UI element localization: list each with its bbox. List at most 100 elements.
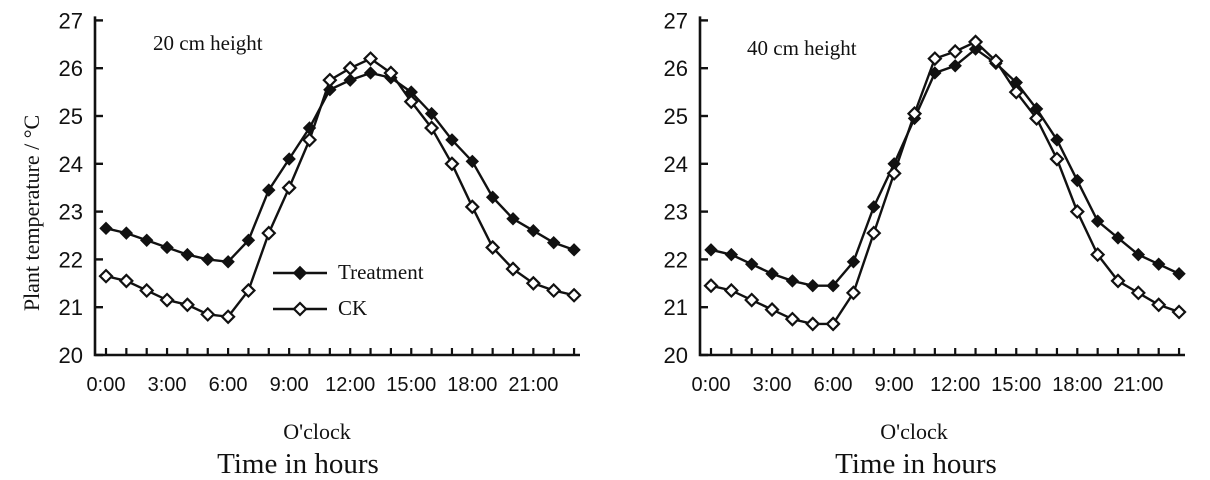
- data-point-marker: [221, 255, 235, 269]
- x-tick-label: 18:00: [1052, 374, 1102, 396]
- axes: 20 21 22 23 24 25 26 27 0:00 3:00 6:00 9:00 12:00 15:…: [664, 8, 1185, 396]
- x-tick-label: 21:00: [508, 374, 558, 396]
- data-point-marker: [241, 233, 256, 247]
- data-point-marker: [403, 94, 419, 110]
- data-point-marker: [886, 165, 902, 181]
- data-point-marker: [301, 132, 318, 148]
- x-tick-label: 12:00: [930, 374, 980, 396]
- data-point-marker: [1130, 285, 1146, 301]
- data-point-marker: [566, 287, 582, 303]
- data-point-marker: [764, 302, 780, 318]
- y-tick-label: 23: [59, 200, 83, 225]
- x-tick-label: 3:00: [148, 374, 187, 396]
- x-tick-label: 9:00: [270, 374, 309, 396]
- data-point-marker: [485, 239, 501, 256]
- data-point-marker: [948, 59, 962, 73]
- data-point-marker: [785, 274, 800, 288]
- data-point-marker: [806, 278, 820, 293]
- x-tick-label: 18:00: [447, 374, 497, 396]
- x-axis-sublabel-right: O'clock: [880, 419, 948, 444]
- data-point-marker: [506, 212, 520, 226]
- data-point-marker: [1131, 247, 1146, 262]
- legend-label-treatment: Treatment: [338, 260, 424, 284]
- data-point-marker: [967, 34, 984, 50]
- data-point-marker: [424, 106, 439, 121]
- data-point-marker: [1029, 110, 1045, 126]
- data-point-marker: [825, 316, 841, 332]
- data-point-marker: [201, 252, 215, 267]
- data-point-marker: [180, 247, 195, 262]
- data-point-marker: [464, 199, 480, 215]
- data-point-marker: [465, 154, 480, 169]
- data-point-marker: [846, 255, 861, 269]
- y-tick-label: 24: [664, 152, 688, 177]
- data-point-marker: [784, 311, 800, 327]
- line-chart-40cm: 20 21 22 23 24 25 26 27 0:00 3:00 6:00 9:00 12:00 15:…: [664, 8, 1187, 396]
- data-point-marker: [1151, 257, 1166, 271]
- y-tick-label: 21: [664, 295, 688, 320]
- data-point-marker: [526, 224, 541, 238]
- data-point-marker: [424, 120, 440, 136]
- x-tick-label: 6:00: [814, 374, 853, 396]
- x-axis-title-left: Time in hours: [217, 448, 379, 480]
- data-point-marker: [159, 292, 175, 308]
- data-point-marker: [1069, 204, 1085, 220]
- y-tick-label: 26: [664, 56, 688, 81]
- series-treatment: [704, 42, 1186, 293]
- series-line: [710, 40, 1180, 326]
- data-point-marker: [383, 65, 399, 81]
- chart-annotation-40cm: 40 cm height: [747, 36, 857, 60]
- data-point-marker: [927, 51, 943, 67]
- data-point-marker: [179, 297, 195, 313]
- y-tick-label: 24: [59, 152, 83, 177]
- data-point-marker: [805, 316, 821, 332]
- data-point-marker: [200, 306, 216, 322]
- data-point-marker: [139, 282, 155, 299]
- data-point-marker: [220, 309, 236, 325]
- y-tick-label: 23: [664, 200, 688, 225]
- data-point-marker: [867, 200, 881, 214]
- data-point-marker: [262, 183, 276, 197]
- data-point-marker: [906, 106, 923, 122]
- data-point-marker: [1070, 173, 1085, 188]
- legend-item-ck: CK: [272, 298, 424, 319]
- data-point-marker: [567, 243, 581, 257]
- data-point-marker: [1050, 133, 1064, 147]
- data-point-marker: [845, 285, 862, 301]
- data-point-marker: [546, 282, 562, 299]
- y-tick-label: 27: [664, 8, 688, 33]
- series-treatment: [99, 66, 581, 269]
- y-tick-label: 25: [59, 104, 83, 129]
- data-point-marker: [1049, 151, 1065, 167]
- data-point-marker: [139, 233, 154, 247]
- data-point-marker: [723, 282, 739, 299]
- filled-diamond-line-icon: [273, 265, 327, 280]
- y-tick-label: 25: [664, 104, 688, 129]
- data-point-marker: [505, 261, 521, 277]
- data-point-marker: [765, 267, 779, 281]
- data-point-marker: [525, 275, 541, 291]
- series-ck: [703, 34, 1187, 332]
- data-point-marker: [866, 225, 882, 241]
- data-point-marker: [744, 292, 760, 308]
- data-point-marker: [1172, 267, 1186, 281]
- x-tick-label: 0:00: [87, 374, 126, 396]
- y-tick-label: 20: [664, 343, 688, 368]
- x-tick-label: 15:00: [991, 374, 1041, 396]
- data-point-marker: [99, 221, 113, 236]
- data-point-marker: [240, 282, 257, 299]
- data-point-marker: [322, 72, 338, 88]
- y-tick-label: 26: [59, 56, 83, 81]
- x-tick-label: 12:00: [325, 374, 375, 396]
- data-point-marker: [947, 43, 963, 60]
- data-point-marker: [546, 235, 561, 250]
- data-point-marker: [1111, 231, 1125, 245]
- x-tick-label: 21:00: [1113, 374, 1163, 396]
- x-tick-label: 15:00: [386, 374, 436, 396]
- data-point-marker: [362, 51, 379, 67]
- y-axis-title: Plant temperature / °C: [19, 114, 44, 312]
- data-point-marker: [363, 66, 378, 80]
- data-point-marker: [1171, 304, 1187, 320]
- y-tick-label: 22: [664, 247, 688, 272]
- data-point-marker: [703, 278, 719, 294]
